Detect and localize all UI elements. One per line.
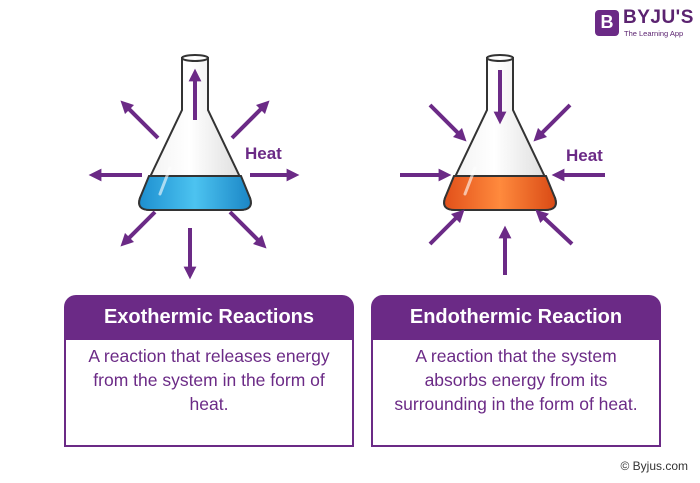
endothermic-description: A reaction that the system absorbs energ… <box>394 346 638 414</box>
reaction-illustration <box>88 54 605 280</box>
arrow-in-lower-left <box>428 209 465 246</box>
endothermic-heat-arrows <box>400 70 605 275</box>
arrow-down-left <box>120 210 157 247</box>
arrow-in-lower-right <box>535 209 574 246</box>
endothermic-liquid <box>443 175 557 211</box>
arrow-in-upper-left <box>428 103 467 142</box>
exothermic-heat-label: Heat <box>245 144 282 163</box>
exothermic-card: Exothermic Reactions A reaction that rel… <box>64 295 354 447</box>
logo-tagline: The Learning App <box>624 29 684 38</box>
exothermic-flask <box>138 54 252 211</box>
exothermic-heat-arrows <box>88 68 300 280</box>
exothermic-description: A reaction that releases energy from the… <box>88 346 330 414</box>
copyright-text: © Byjus.com <box>620 459 688 473</box>
exothermic-title: Exothermic Reactions <box>64 295 354 340</box>
endothermic-heat-label: Heat <box>566 146 603 165</box>
logo-name: BYJU'S <box>623 7 694 28</box>
logo-badge: B <box>595 10 619 36</box>
arrow-in-upper-right <box>533 103 572 142</box>
arrow-up-right <box>230 100 270 140</box>
endothermic-card: Endothermic Reaction A reaction that the… <box>371 295 661 447</box>
endothermic-body: A reaction that the system absorbs energ… <box>371 340 661 447</box>
endothermic-title: Endothermic Reaction <box>371 295 661 340</box>
arrow-down-right <box>228 210 267 249</box>
exothermic-liquid <box>138 175 252 211</box>
byjus-logo: B BYJU'S The Learning App <box>595 7 695 39</box>
arrow-up-left <box>120 100 160 140</box>
exothermic-body: A reaction that releases energy from the… <box>64 340 354 447</box>
